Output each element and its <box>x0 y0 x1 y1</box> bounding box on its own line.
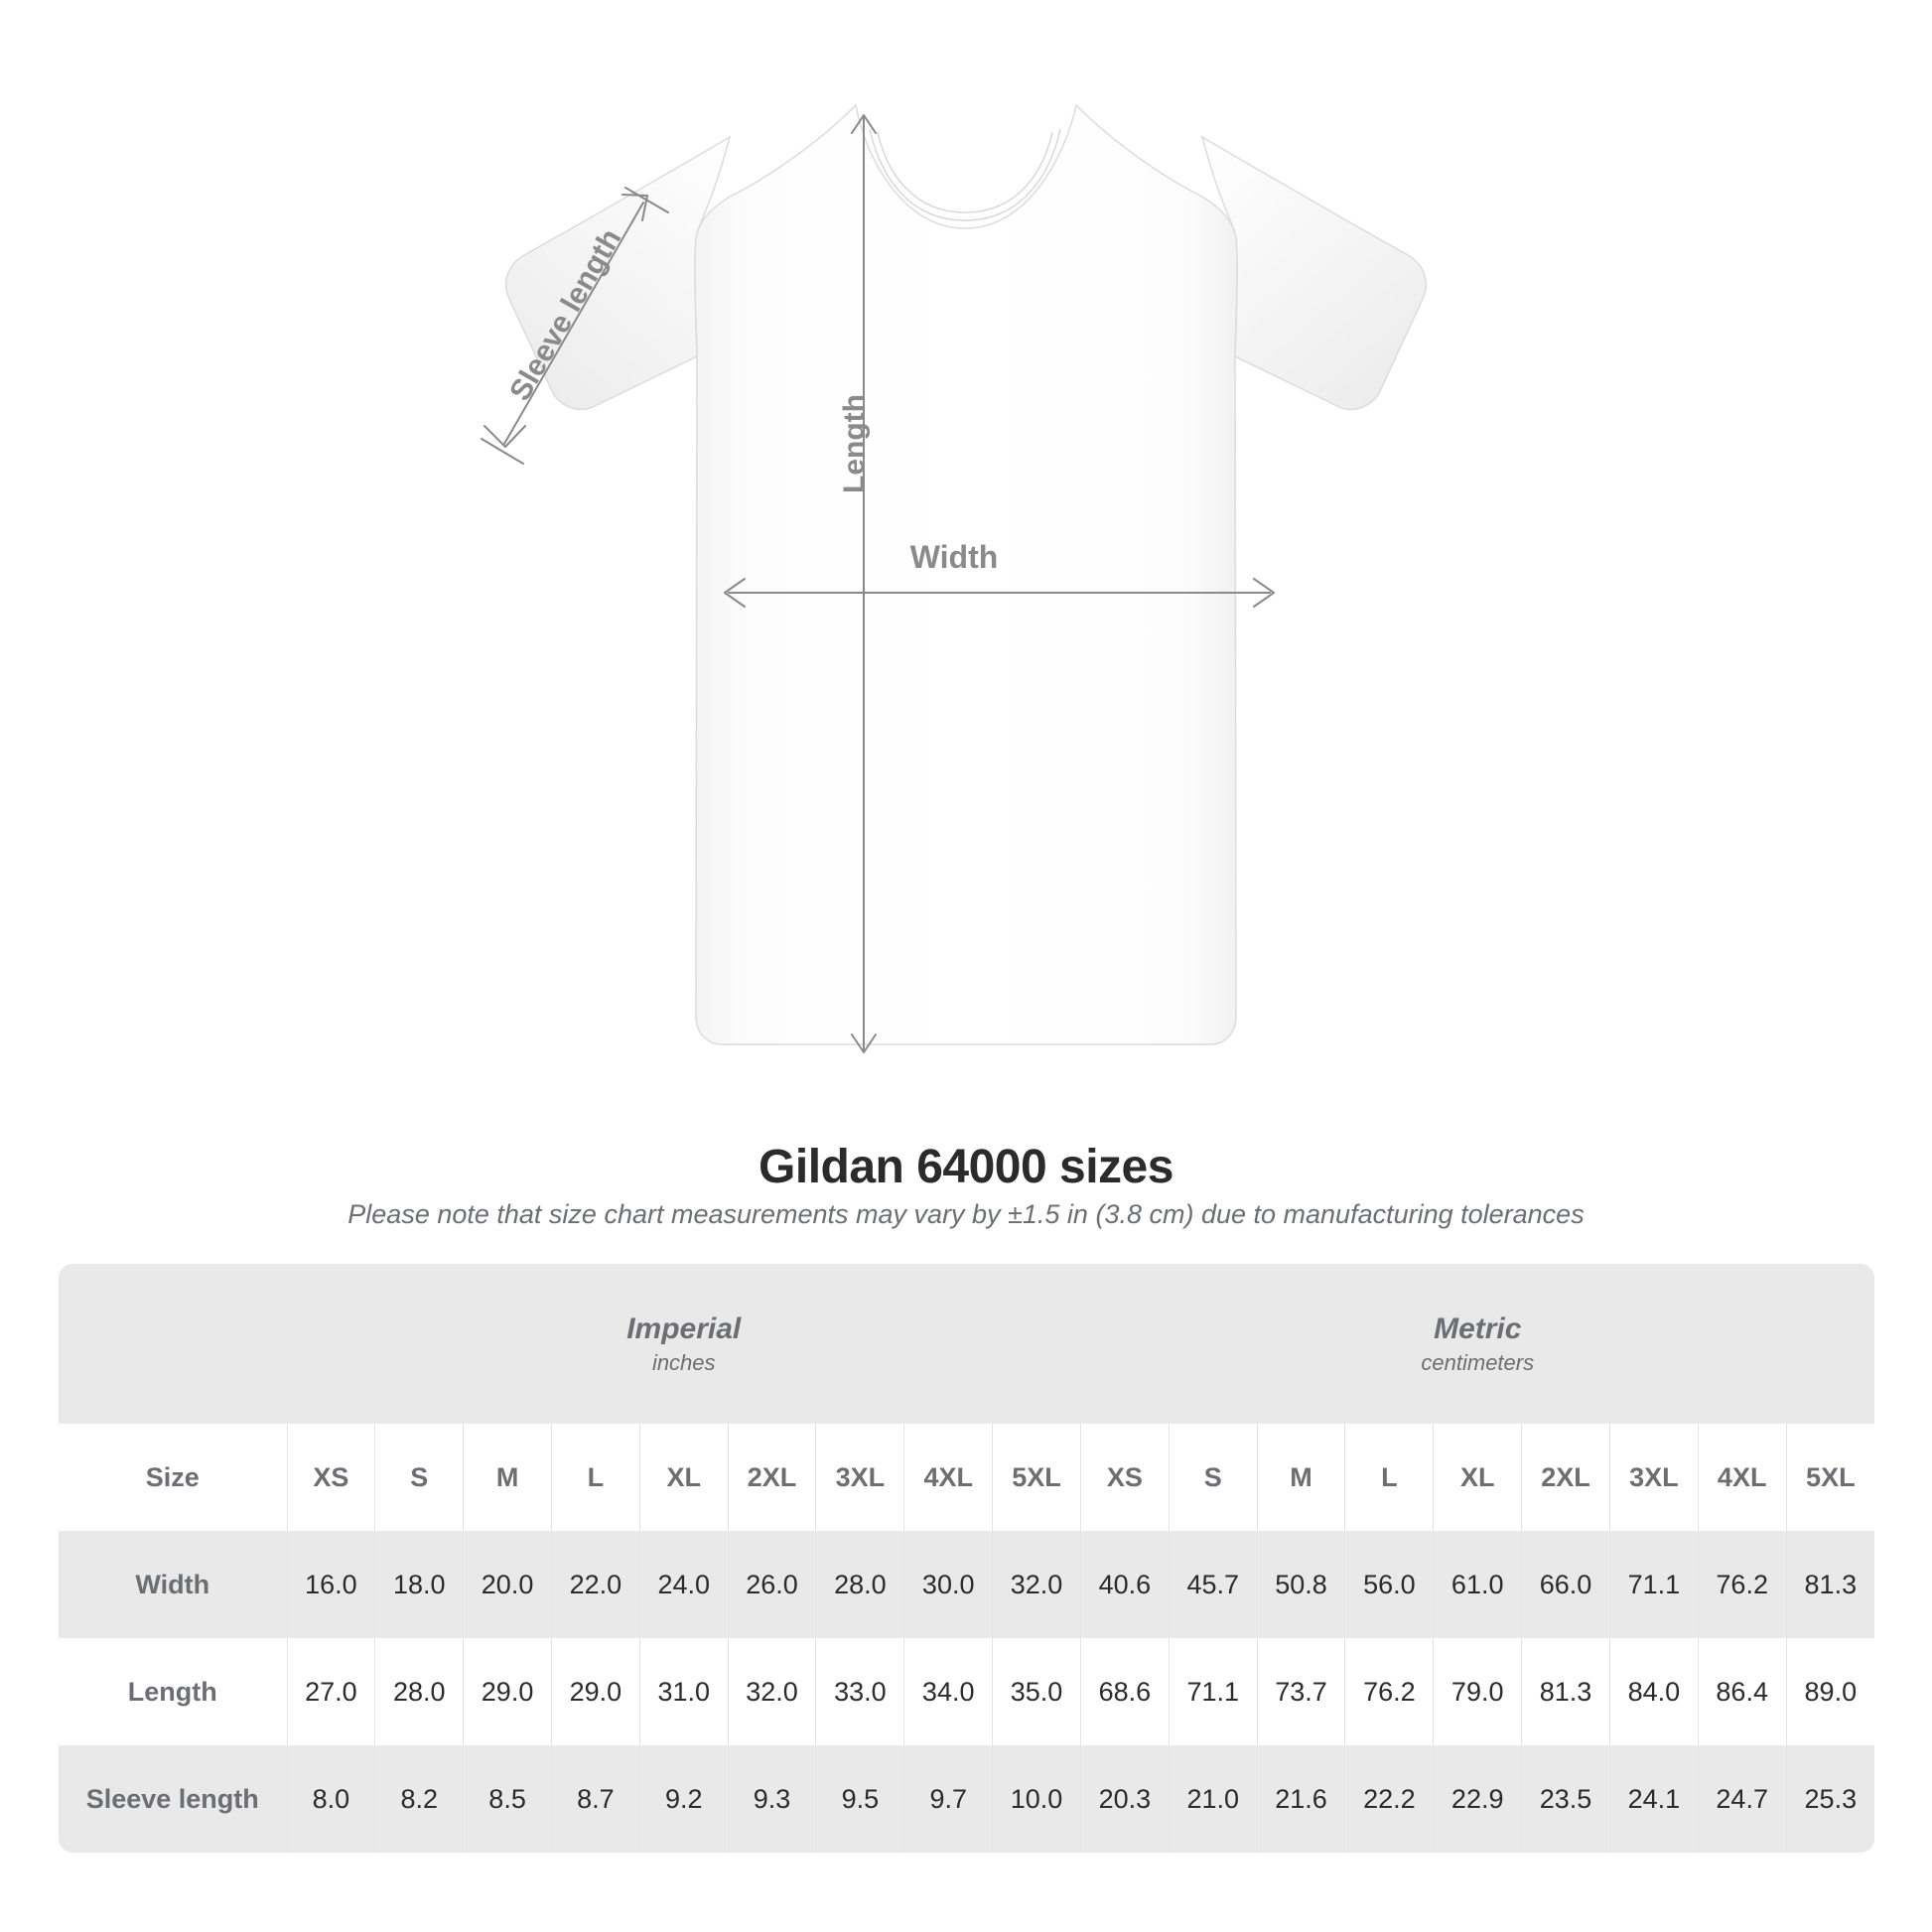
svg-text:Length: Length <box>838 394 871 493</box>
svg-text:Width: Width <box>910 539 999 575</box>
